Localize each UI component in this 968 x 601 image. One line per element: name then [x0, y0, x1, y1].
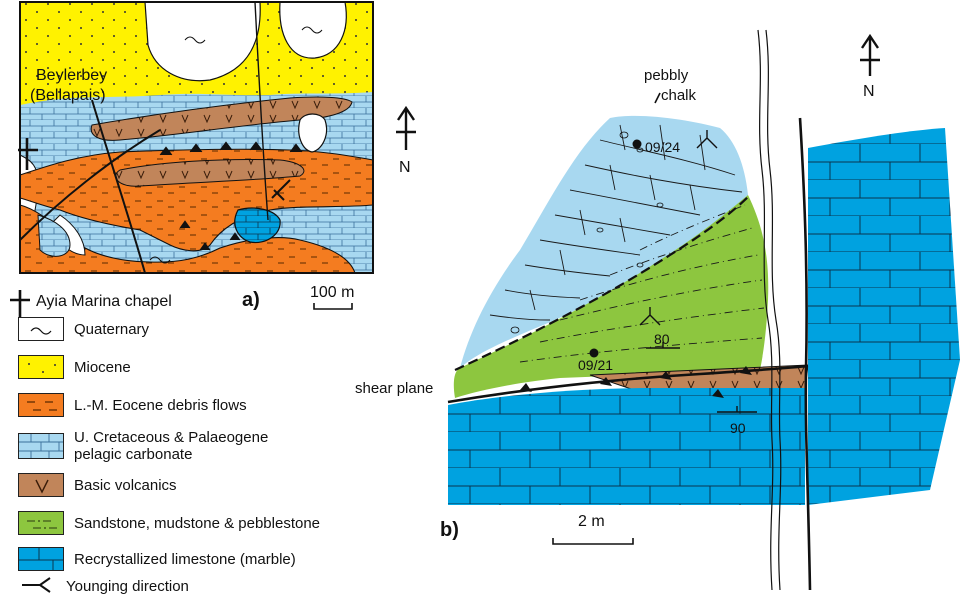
legend-chapel-icon	[10, 290, 30, 320]
legend-item-debris: L.-M. Eocene debris flows	[18, 392, 247, 418]
section-b	[447, 29, 960, 591]
scale-label-b: 2 m	[578, 513, 605, 530]
legend-chapel-label: Ayia Marina chapel	[36, 293, 172, 310]
north-arrow-a-icon	[396, 105, 416, 150]
legend-item-quaternary: Quaternary	[18, 316, 149, 342]
shear-plane-label: shear plane	[355, 380, 433, 397]
quaternary-swatch	[18, 317, 64, 341]
legend-label-pelagic: U. Cretaceous & Palaeogene pelagic carbon…	[74, 429, 268, 463]
debris-swatch	[18, 393, 64, 417]
legend-item-volcanics: Basic volcanics	[18, 472, 177, 498]
legend-younging-icon	[22, 577, 51, 593]
place-name-alt: (Bellapais)	[30, 87, 106, 104]
pebbly-label-2: chalk	[661, 87, 697, 104]
pelagic-swatch	[18, 433, 64, 459]
legend-label-pelagic-1: U. Cretaceous & Palaeogene	[74, 429, 269, 446]
sample-label-lower: 09/21	[578, 357, 613, 373]
legend-item-pelagic: U. Cretaceous & Palaeogene pelagic carbon…	[18, 426, 268, 466]
scale-label-a: 100 m	[310, 284, 354, 301]
place-name: Beylerbey	[36, 67, 107, 84]
legend-label-miocene: Miocene	[74, 358, 131, 376]
north-label-a: N	[399, 159, 411, 176]
north-label-b: N	[863, 83, 875, 100]
legend-label-debris: L.-M. Eocene debris flows	[74, 396, 247, 414]
map-a	[18, 1, 374, 274]
legend-label-sandstone: Sandstone, mudstone & pebblestone	[74, 514, 321, 532]
legend-item-sandstone: Sandstone, mudstone & pebblestone	[18, 510, 320, 536]
north-arrow-b-icon	[860, 33, 880, 76]
dip-label-lower: 90	[730, 420, 746, 436]
legend-item-miocene: Miocene	[18, 354, 131, 380]
scale-bar-a	[313, 303, 353, 310]
panel-label-b: b)	[440, 519, 459, 541]
chapel-cross-icon	[18, 138, 38, 170]
panel-label-a: a)	[242, 289, 260, 311]
legend-item-marble: Recrystallized limestone (marble)	[18, 546, 296, 572]
legend-younging-label: Younging direction	[66, 578, 189, 595]
legend-label-quaternary: Quaternary	[74, 320, 150, 338]
miocene-swatch	[18, 355, 64, 379]
sample-label-upper: 09/24	[645, 139, 680, 155]
marble-swatch	[18, 547, 64, 571]
dip-label-upper: 80	[654, 331, 670, 347]
volcanics-swatch	[18, 473, 64, 497]
legend-label-pelagic-2: pelagic carbonate	[74, 446, 193, 463]
legend-label-volcanics: Basic volcanics	[74, 476, 177, 494]
scale-bar-b	[552, 538, 634, 545]
sandstone-swatch	[18, 511, 64, 535]
pebbly-label: pebbly	[644, 67, 689, 84]
legend-label-marble: Recrystallized limestone (marble)	[74, 550, 296, 568]
